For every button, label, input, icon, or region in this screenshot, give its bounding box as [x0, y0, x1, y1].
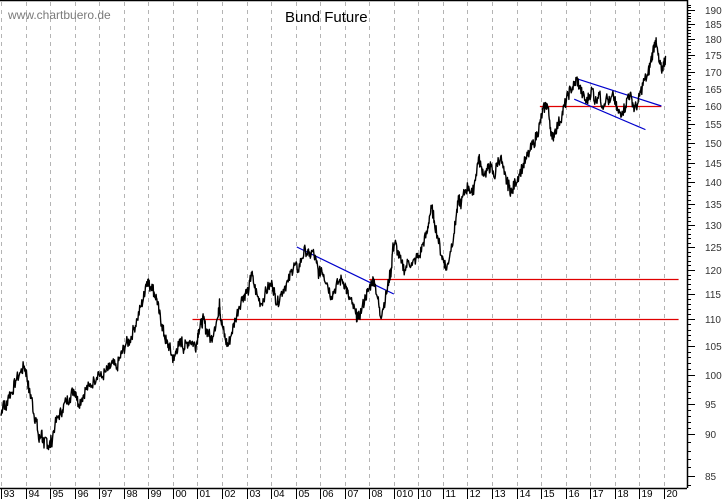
x-tick-label: 94: [29, 489, 41, 499]
x-tick-label: 20: [667, 489, 679, 499]
y-tick-label: 100: [705, 371, 722, 382]
x-tick-label: 02: [225, 489, 237, 499]
y-tick-label: 110: [705, 315, 721, 326]
x-tick-label: 08: [372, 489, 384, 499]
y-tick-label: 185: [705, 20, 722, 31]
y-tick-label: 170: [705, 68, 722, 79]
x-tick-label: 04: [274, 489, 286, 499]
chart-title: Bund Future: [285, 9, 368, 26]
y-tick-label: 155: [705, 120, 722, 131]
x-tick-label: 99: [151, 489, 163, 499]
x-tick-label: 00: [176, 489, 188, 499]
grid-lines: [1, 2, 665, 488]
y-tick-label: 135: [705, 200, 722, 211]
x-tick-label: 010: [397, 489, 414, 499]
y-tick-label: 190: [705, 6, 722, 17]
x-axis-labels: 93 94 95 96 97 98 99 00 01 02 03 04 05 06 07 08 010 10 11 1…: [4, 489, 679, 500]
x-tick-label: 13: [495, 489, 507, 499]
y-tick-label: 125: [705, 243, 722, 254]
axes: [0, 0, 695, 499]
x-tick-label: 97: [102, 489, 114, 499]
x-tick-label: 16: [569, 489, 581, 499]
x-tick-label: 95: [53, 489, 65, 499]
price-line: [0, 37, 667, 451]
x-tick-label: 19: [642, 489, 654, 499]
y-tick-label: 85: [705, 472, 717, 483]
x-tick-label: 18: [618, 489, 630, 499]
y-tick-label: 95: [705, 400, 717, 411]
x-tick-label: 03: [250, 489, 262, 499]
trend-line: [576, 78, 662, 107]
y-tick-label: 160: [705, 102, 722, 113]
x-tick-label: 15: [544, 489, 556, 499]
y-tick-label: 130: [705, 221, 722, 232]
x-tick-label: 14: [520, 489, 532, 499]
x-tick-label: 96: [78, 489, 90, 499]
y-tick-label: 120: [705, 266, 722, 277]
x-tick-label: 12: [470, 489, 482, 499]
x-tick-label: 17: [593, 489, 605, 499]
y-tick-label: 175: [705, 51, 722, 62]
y-tick-label: 115: [705, 290, 721, 301]
watermark: www.chartbuero.de: [8, 8, 111, 22]
x-tick-label: 98: [127, 489, 139, 499]
y-tick-label: 180: [705, 35, 722, 46]
price-series: [0, 37, 667, 451]
x-tick-label: 07: [348, 489, 360, 499]
trend-line: [574, 98, 646, 131]
y-tick-label: 145: [705, 159, 722, 170]
annotations: [192, 78, 679, 321]
y-tick-label: 165: [705, 85, 722, 96]
trend-line: [296, 246, 395, 295]
x-tick-label: 10: [421, 489, 433, 499]
y-tick-label: 105: [705, 342, 722, 353]
y-tick-label: 150: [705, 139, 722, 150]
x-tick-label: 05: [299, 489, 311, 499]
x-tick-label: 06: [323, 489, 335, 499]
y-axis-labels: 85 90 95 100 105 110 115 120 125 130 135 140 145 150 1…: [705, 6, 722, 483]
y-tick-label: 140: [705, 178, 722, 189]
x-tick-label: 93: [4, 489, 16, 499]
x-tick-label: 11: [446, 489, 457, 499]
x-tick-label: 01: [200, 489, 212, 499]
y-tick-label: 90: [705, 430, 717, 441]
